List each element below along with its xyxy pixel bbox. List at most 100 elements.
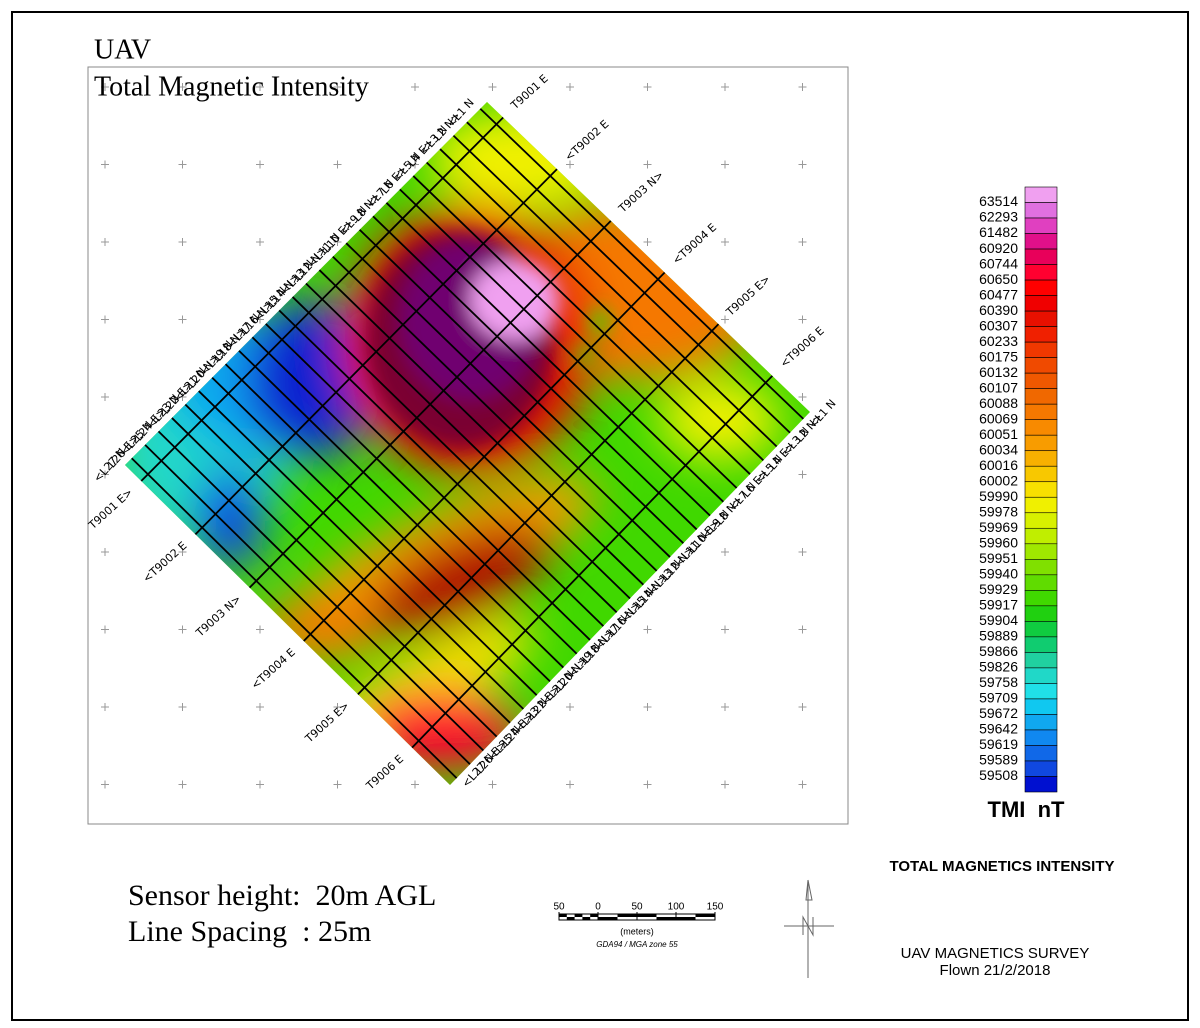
survey-line [131, 457, 458, 779]
survey-line [318, 269, 644, 586]
grid-cross [256, 160, 264, 169]
legend-label: 60175 [979, 348, 1018, 364]
legend-swatch [1024, 605, 1058, 622]
legend-swatch [1024, 248, 1058, 265]
grid-cross [101, 703, 109, 711]
legend-label: 60744 [979, 255, 1018, 271]
survey-line [452, 134, 778, 448]
legend-swatch [1024, 341, 1058, 358]
grid-cross [566, 703, 574, 711]
legend-swatch [1024, 481, 1058, 498]
grid-cross [101, 315, 109, 324]
grid-cross [721, 238, 729, 246]
grid-cross [798, 548, 807, 556]
survey-line [278, 309, 604, 627]
survey-line [144, 444, 471, 765]
tie-line [411, 375, 773, 749]
scale-segment [566, 917, 575, 920]
tie-label: T9005 E> [302, 699, 352, 746]
tie-label: <T9004 E [670, 221, 719, 267]
legend-label: 63514 [979, 193, 1018, 209]
legend-label: 59951 [979, 550, 1018, 566]
grid-cross [721, 780, 729, 789]
grid-cross [721, 703, 729, 711]
grid-cross [721, 548, 729, 556]
scale-bar: 50 0 50 100 150 [553, 902, 724, 921]
tie-label: <T9006 E [778, 324, 827, 370]
legend-label: 60016 [979, 457, 1018, 473]
legend-swatch [1024, 729, 1058, 746]
survey-line [157, 430, 484, 752]
scale-segment [656, 917, 676, 920]
legend-swatch [1024, 496, 1058, 514]
grid-cross [721, 83, 729, 91]
grid-cross [101, 470, 109, 479]
tie-label: T9006 E [363, 752, 406, 793]
grid-cross [721, 160, 729, 169]
survey-line [479, 108, 804, 420]
legend-label: 59826 [979, 659, 1018, 675]
scale-segment [695, 914, 715, 917]
legend-swatch [1024, 295, 1058, 312]
legend-label: 60650 [979, 271, 1018, 287]
grid-cross [256, 83, 264, 91]
survey-line [466, 121, 791, 434]
legend-swatch [1024, 652, 1058, 669]
legend-label: 59990 [979, 488, 1018, 504]
tie-line [248, 220, 612, 589]
tie-line [303, 271, 666, 642]
legend-label: 59642 [979, 721, 1018, 737]
legend-label: 60920 [979, 240, 1018, 256]
grid-cross [643, 160, 652, 169]
legend-swatch [1024, 698, 1058, 715]
grid-cross [101, 160, 109, 169]
tie-label: <T9002 E [140, 539, 189, 585]
grid-cross [643, 780, 652, 789]
grid-cross [178, 548, 187, 556]
legend-label: 59978 [979, 503, 1018, 519]
legend-label: 59917 [979, 597, 1018, 613]
legend-label: 59889 [979, 628, 1018, 644]
legend-swatch [1024, 310, 1058, 327]
footer-heading: TOTAL MAGNETICS INTENSITY [889, 858, 1114, 875]
survey-line [359, 229, 684, 544]
legend-label: 59709 [979, 690, 1018, 706]
grid-cross [178, 780, 187, 789]
legend-label: 60088 [979, 395, 1018, 411]
legend: 6351462293614826092060744606506047760390… [979, 186, 1058, 793]
survey-line [412, 175, 738, 489]
survey-line [184, 403, 511, 724]
grid-cross [411, 83, 419, 91]
legend-swatch [1024, 590, 1058, 607]
grid-cross [411, 160, 419, 169]
legend-swatch [1024, 621, 1058, 638]
grid-cross [566, 160, 574, 169]
grid-cross [256, 780, 264, 789]
grid-cross [798, 625, 807, 634]
scale-tick-label: 150 [707, 902, 724, 913]
grid-cross [178, 703, 187, 711]
legend-swatch [1024, 186, 1058, 203]
grid-cross [643, 83, 652, 91]
legend-swatch [1024, 279, 1058, 296]
legend-label: 60233 [979, 333, 1018, 349]
legend-swatch [1024, 559, 1058, 576]
legend-label: 62293 [979, 209, 1018, 225]
survey-line [345, 242, 671, 558]
scale-segment [676, 917, 696, 920]
legend-swatch [1024, 233, 1058, 250]
grid-cross [178, 160, 187, 169]
flown-date: Flown 21/2/2018 [940, 962, 1051, 979]
scale-segment [637, 914, 657, 917]
legend-swatch [1024, 745, 1058, 762]
north-arrow [784, 879, 834, 978]
legend-label: 59940 [979, 566, 1018, 582]
grid-cross [178, 315, 187, 324]
survey-line [439, 148, 764, 462]
grid-cross [101, 548, 109, 556]
legend-label: 59904 [979, 612, 1018, 628]
survey-line [372, 215, 698, 531]
legend-swatch [1024, 465, 1058, 483]
grid-cross [798, 315, 807, 324]
